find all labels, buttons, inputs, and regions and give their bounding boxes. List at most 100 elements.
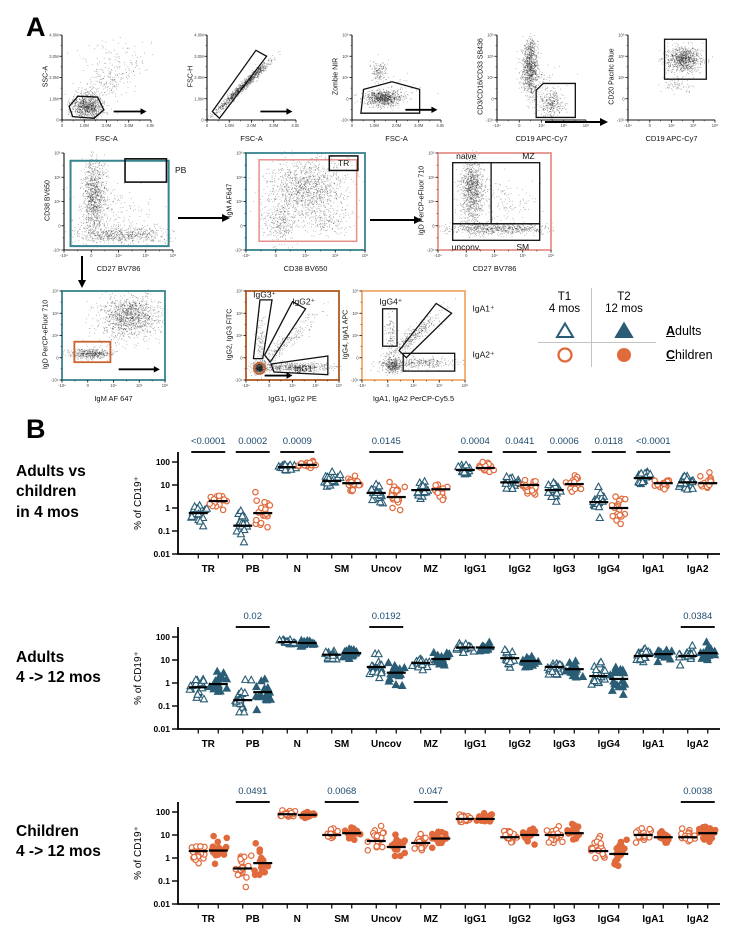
flow-plot-5-canvas — [614, 32, 718, 132]
gate-label-unconv: unconv. — [451, 242, 481, 253]
svg-text:% of CD19⁺: % of CD19⁺ — [133, 826, 144, 880]
svg-text:IgG1: IgG1 — [464, 739, 487, 750]
median-IgA2-series1 — [678, 836, 698, 839]
svg-text:100: 100 — [156, 457, 170, 467]
median-PB-series1 — [233, 524, 253, 527]
panel-a-label: A — [26, 12, 46, 42]
flow-plot-8-y-axis-label: IgD PerCP-eFluor 710 — [418, 165, 426, 235]
flow-plot-5-y-axis-label: CD20 Pacific Blue — [608, 47, 616, 105]
svg-text:0.0038: 0.0038 — [683, 786, 712, 797]
gate-label-naive: naive — [456, 150, 477, 161]
svg-text:0.0004: 0.0004 — [461, 436, 490, 447]
median-TR-series2 — [208, 682, 228, 686]
flow-plot-2-canvas — [193, 32, 299, 132]
dot-plot-3: 100 10 1 0.1 0.01 % of CD19⁺ TR PB 0.0491 N SM 0.00… — [133, 786, 720, 925]
svg-text:PB: PB — [246, 914, 260, 925]
svg-text:0.0118: 0.0118 — [595, 436, 623, 447]
flow-plot-2-y-axis-label: FSC-H — [187, 65, 195, 87]
svg-text:10: 10 — [161, 655, 171, 665]
legend-children: Children — [666, 348, 713, 362]
median-MZ-series1 — [411, 841, 431, 845]
swarm-TR-series2 — [206, 492, 231, 514]
svg-text:IgG2: IgG2 — [509, 914, 532, 925]
svg-text:1: 1 — [165, 503, 170, 513]
swarm-IgA1-series2 — [653, 645, 677, 666]
svg-text:10: 10 — [161, 830, 171, 840]
median-PB-series1 — [233, 867, 253, 870]
legend-t2-header: T2 12 mos — [592, 288, 656, 318]
svg-text:SM: SM — [334, 914, 349, 925]
svg-text:PB: PB — [246, 739, 260, 750]
svg-text:IgG4: IgG4 — [598, 564, 621, 575]
swarm-Uncov-series1 — [364, 822, 387, 854]
svg-text:0.0145: 0.0145 — [372, 436, 401, 447]
median-IgG3-series2 — [564, 482, 584, 486]
legend-t1-header: T1 4 mos — [538, 288, 592, 318]
swarm-Uncov-series1 — [365, 648, 386, 682]
svg-text:IgG2: IgG2 — [509, 564, 532, 575]
svg-text:0.0192: 0.0192 — [372, 611, 401, 622]
gate-label-igg3: IgG3⁺ — [253, 289, 277, 300]
svg-text:0.0068: 0.0068 — [327, 786, 356, 797]
median-PB-series2 — [253, 862, 273, 865]
median-Uncov-series2 — [386, 495, 406, 499]
median-MZ-series2 — [431, 837, 451, 840]
svg-text:0.01: 0.01 — [153, 549, 170, 559]
panel-b-label: B — [26, 414, 46, 444]
median-IgG3-series1 — [544, 665, 564, 669]
median-IgG4-series2 — [609, 506, 629, 510]
svg-text:TR: TR — [202, 739, 216, 750]
median-IgG1-series2 — [475, 817, 495, 821]
flow-plot-7-canvas — [232, 150, 368, 262]
svg-text:N: N — [294, 739, 301, 750]
median-Uncov-series2 — [386, 671, 406, 674]
swarm-SM-series1 — [319, 466, 345, 490]
median-PB-series2 — [253, 691, 273, 694]
median-IgA1-series2 — [653, 482, 673, 485]
median-SM-series2 — [342, 482, 362, 485]
median-N-series1 — [277, 641, 297, 644]
svg-text:0.0006: 0.0006 — [550, 436, 579, 447]
median-IgG4-series2 — [609, 677, 629, 681]
swarm-IgA2-series1 — [678, 825, 699, 845]
svg-text:100: 100 — [156, 632, 170, 642]
median-IgA2-series1 — [678, 481, 698, 484]
median-IgA1-series2 — [653, 653, 673, 656]
svg-text:<0.0001: <0.0001 — [191, 436, 226, 447]
median-IgG2-series1 — [500, 481, 520, 484]
median-SM-series2 — [342, 651, 362, 655]
swarm-IgA1-series1 — [632, 643, 655, 666]
flow-plot-11-y-axis-label: IgG4, IgA1 APC — [342, 309, 350, 359]
svg-text:SM: SM — [334, 739, 349, 750]
plot-1-row-label: Adults vs children in 4 mos — [16, 463, 86, 521]
svg-text:IgA2: IgA2 — [687, 914, 709, 925]
flow-plot-9-canvas — [48, 288, 168, 392]
svg-text:% of CD19⁺: % of CD19⁺ — [133, 476, 144, 530]
swarm-MZ-series1 — [407, 654, 434, 674]
median-MZ-series1 — [411, 489, 431, 492]
flow-plot-3-x-axis-label: FSC-A — [385, 134, 408, 143]
median-IgG1-series2 — [475, 646, 495, 649]
swarm-IgG3-series1 — [543, 823, 566, 847]
swarm-TR-series1 — [185, 674, 209, 703]
legend-t2: T2 — [617, 291, 631, 303]
svg-text:MZ: MZ — [424, 914, 438, 925]
dot-plot-1: 100 10 1 0.1 0.01 % of CD19⁺ TR <0.0001 PB 0.0002… — [133, 436, 720, 575]
swarm-TR-series2 — [205, 666, 232, 695]
flow-plot-11-x-axis-label: IgA1, IgA2 PerCP-Cy5.5 — [372, 394, 455, 403]
flow-plot-10-x-axis-label: IgG1, IgG2 PE — [268, 394, 317, 403]
svg-text:Uncov: Uncov — [371, 564, 402, 575]
median-IgG1-series1 — [455, 468, 475, 472]
svg-text:N: N — [294, 914, 301, 925]
median-IgG4-series2 — [609, 852, 629, 856]
median-IgG2-series2 — [520, 833, 540, 837]
median-N-series1 — [277, 813, 297, 816]
svg-text:0.1: 0.1 — [158, 701, 170, 711]
svg-text:0.0002: 0.0002 — [238, 436, 267, 447]
gate-label-igg4: IgG4⁺ — [379, 296, 403, 307]
swarm-MZ-series2 — [429, 647, 454, 669]
svg-text:SM: SM — [334, 564, 349, 575]
swarm-PB-series1 — [232, 852, 255, 891]
svg-text:Uncov: Uncov — [371, 914, 402, 925]
swarm-IgG1-series2 — [475, 637, 495, 655]
